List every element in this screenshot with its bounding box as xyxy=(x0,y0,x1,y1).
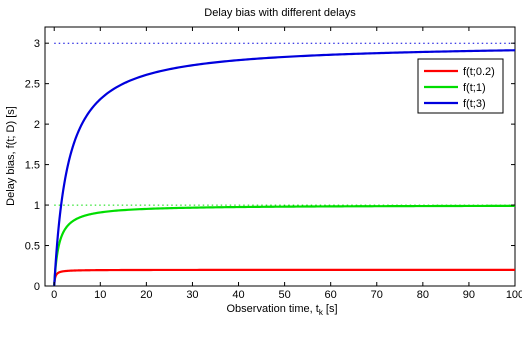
y-tick-label: 1.5 xyxy=(25,160,40,172)
x-axis-label-main: Observation time, t xyxy=(227,303,319,315)
x-tick-label: 80 xyxy=(417,289,429,301)
legend: f(t;0.2) f(t;1) f(t;3) xyxy=(417,58,504,114)
legend-label: f(t;1) xyxy=(463,82,486,94)
x-axis-label-subscript: k xyxy=(319,308,324,317)
series-line xyxy=(53,268,515,287)
x-tick-label: 20 xyxy=(140,289,152,301)
x-tick-label: 0 xyxy=(51,289,57,301)
x-tick-label: 50 xyxy=(278,289,290,301)
x-tick-label: 40 xyxy=(232,289,244,301)
y-tick-label: 3 xyxy=(34,38,40,50)
x-tick-label: 30 xyxy=(186,289,198,301)
y-axis-label: Delay bias, f(t; D) [s] xyxy=(5,106,17,206)
series-lines xyxy=(53,49,516,287)
y-axis-ticks: 0 0.5 1 1.5 2 2.5 3 xyxy=(25,38,515,293)
series-line xyxy=(53,204,516,287)
x-tick-label: 70 xyxy=(371,289,383,301)
chart-title: Delay bias with different delays xyxy=(204,7,356,19)
y-tick-label: 0.5 xyxy=(25,241,40,253)
y-tick-label: 2 xyxy=(34,119,40,131)
y-tick-label: 1 xyxy=(34,200,40,212)
x-axis-label-unit: [s] xyxy=(323,303,338,315)
y-tick-label: 2.5 xyxy=(25,79,40,91)
x-tick-label: 10 xyxy=(94,289,106,301)
legend-label: f(t;0.2) xyxy=(463,66,495,78)
x-tick-label: 100 xyxy=(506,289,522,301)
x-axis-label: Observation time, tk [s] xyxy=(227,303,338,317)
legend-label: f(t;3) xyxy=(463,98,486,110)
x-tick-label: 90 xyxy=(463,289,475,301)
y-tick-label: 0 xyxy=(34,281,40,293)
x-tick-label: 60 xyxy=(325,289,337,301)
x-axis-ticks: 0 10 20 30 40 50 60 70 80 90 100 xyxy=(51,27,522,301)
series-line xyxy=(53,49,516,287)
